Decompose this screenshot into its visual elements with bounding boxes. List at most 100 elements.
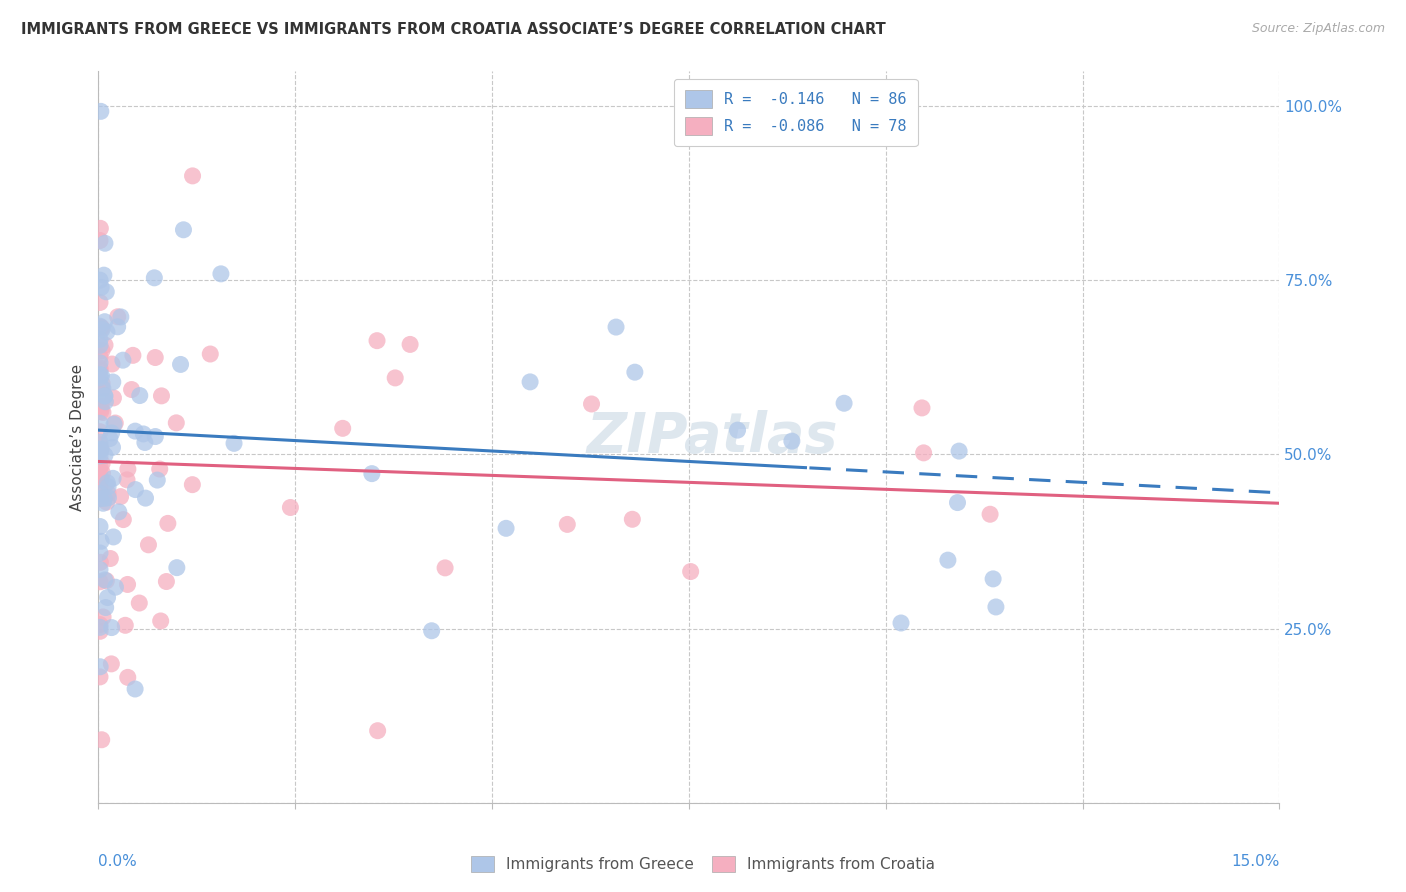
- Point: [624, 365, 647, 379]
- Point: [90, 399, 112, 413]
- Point: [134, 435, 156, 450]
- Point: [96, 285, 118, 299]
- Point: [89, 460, 111, 475]
- Point: [91, 610, 114, 624]
- Point: [280, 500, 302, 515]
- Point: [832, 396, 855, 410]
- Point: [97, 480, 120, 494]
- Point: [936, 553, 959, 567]
- Point: [115, 473, 138, 487]
- Point: [91, 496, 114, 510]
- Point: [90, 104, 112, 119]
- Point: [89, 491, 111, 506]
- Point: [143, 270, 166, 285]
- Point: [143, 429, 166, 443]
- Point: [124, 483, 146, 497]
- Point: [384, 371, 406, 385]
- Point: [90, 381, 112, 395]
- Point: [124, 424, 146, 438]
- Point: [117, 577, 139, 591]
- Point: [89, 555, 111, 569]
- Point: [89, 338, 111, 352]
- Point: [101, 441, 124, 455]
- Point: [91, 405, 114, 419]
- Point: [89, 479, 111, 493]
- Point: [128, 388, 150, 402]
- Point: [89, 562, 111, 576]
- Point: [90, 280, 112, 294]
- Point: [150, 389, 173, 403]
- Point: [94, 236, 117, 251]
- Point: [114, 618, 136, 632]
- Point: [181, 477, 204, 491]
- Point: [89, 546, 111, 560]
- Point: [103, 530, 125, 544]
- Point: [89, 442, 111, 457]
- Y-axis label: Associate’s Degree: Associate’s Degree: [69, 364, 84, 510]
- Point: [146, 473, 169, 487]
- Point: [138, 538, 160, 552]
- Point: [111, 353, 134, 368]
- Point: [495, 521, 517, 535]
- Point: [94, 600, 117, 615]
- Text: ZIPatlas: ZIPatlas: [586, 410, 838, 464]
- Point: [93, 268, 115, 282]
- Point: [94, 389, 117, 403]
- Point: [166, 560, 188, 574]
- Point: [90, 732, 112, 747]
- Point: [91, 323, 114, 337]
- Point: [93, 491, 115, 506]
- Point: [149, 614, 172, 628]
- Point: [911, 401, 934, 415]
- Point: [90, 404, 112, 418]
- Point: [90, 442, 112, 457]
- Point: [89, 363, 111, 377]
- Point: [110, 490, 132, 504]
- Point: [89, 449, 111, 463]
- Point: [360, 467, 382, 481]
- Point: [89, 435, 111, 450]
- Point: [169, 358, 191, 372]
- Point: [979, 508, 1001, 522]
- Point: [727, 423, 749, 437]
- Point: [122, 348, 145, 362]
- Point: [89, 234, 111, 248]
- Point: [91, 343, 114, 358]
- Point: [984, 599, 1007, 614]
- Point: [91, 466, 114, 480]
- Point: [107, 310, 129, 324]
- Legend: Immigrants from Greece, Immigrants from Croatia: Immigrants from Greece, Immigrants from …: [463, 848, 943, 880]
- Point: [89, 438, 111, 452]
- Point: [96, 495, 118, 509]
- Point: [98, 432, 121, 446]
- Point: [200, 347, 222, 361]
- Text: 15.0%: 15.0%: [1232, 854, 1279, 869]
- Point: [89, 368, 111, 382]
- Point: [96, 475, 118, 490]
- Point: [89, 464, 111, 478]
- Point: [89, 370, 111, 384]
- Point: [89, 333, 111, 347]
- Point: [94, 394, 117, 409]
- Point: [912, 446, 935, 460]
- Text: IMMIGRANTS FROM GREECE VS IMMIGRANTS FROM CROATIA ASSOCIATE’S DEGREE CORRELATION: IMMIGRANTS FROM GREECE VS IMMIGRANTS FRO…: [21, 22, 886, 37]
- Point: [94, 389, 117, 403]
- Point: [332, 421, 354, 435]
- Point: [165, 416, 187, 430]
- Point: [101, 357, 124, 371]
- Point: [89, 319, 111, 334]
- Point: [89, 273, 111, 287]
- Point: [117, 462, 139, 476]
- Point: [107, 319, 129, 334]
- Point: [101, 471, 124, 485]
- Point: [90, 368, 112, 383]
- Point: [399, 337, 422, 351]
- Point: [155, 574, 177, 589]
- Point: [89, 620, 111, 634]
- Point: [100, 425, 122, 440]
- Point: [181, 169, 204, 183]
- Point: [89, 491, 111, 506]
- Point: [605, 320, 627, 334]
- Point: [91, 381, 114, 395]
- Point: [121, 383, 143, 397]
